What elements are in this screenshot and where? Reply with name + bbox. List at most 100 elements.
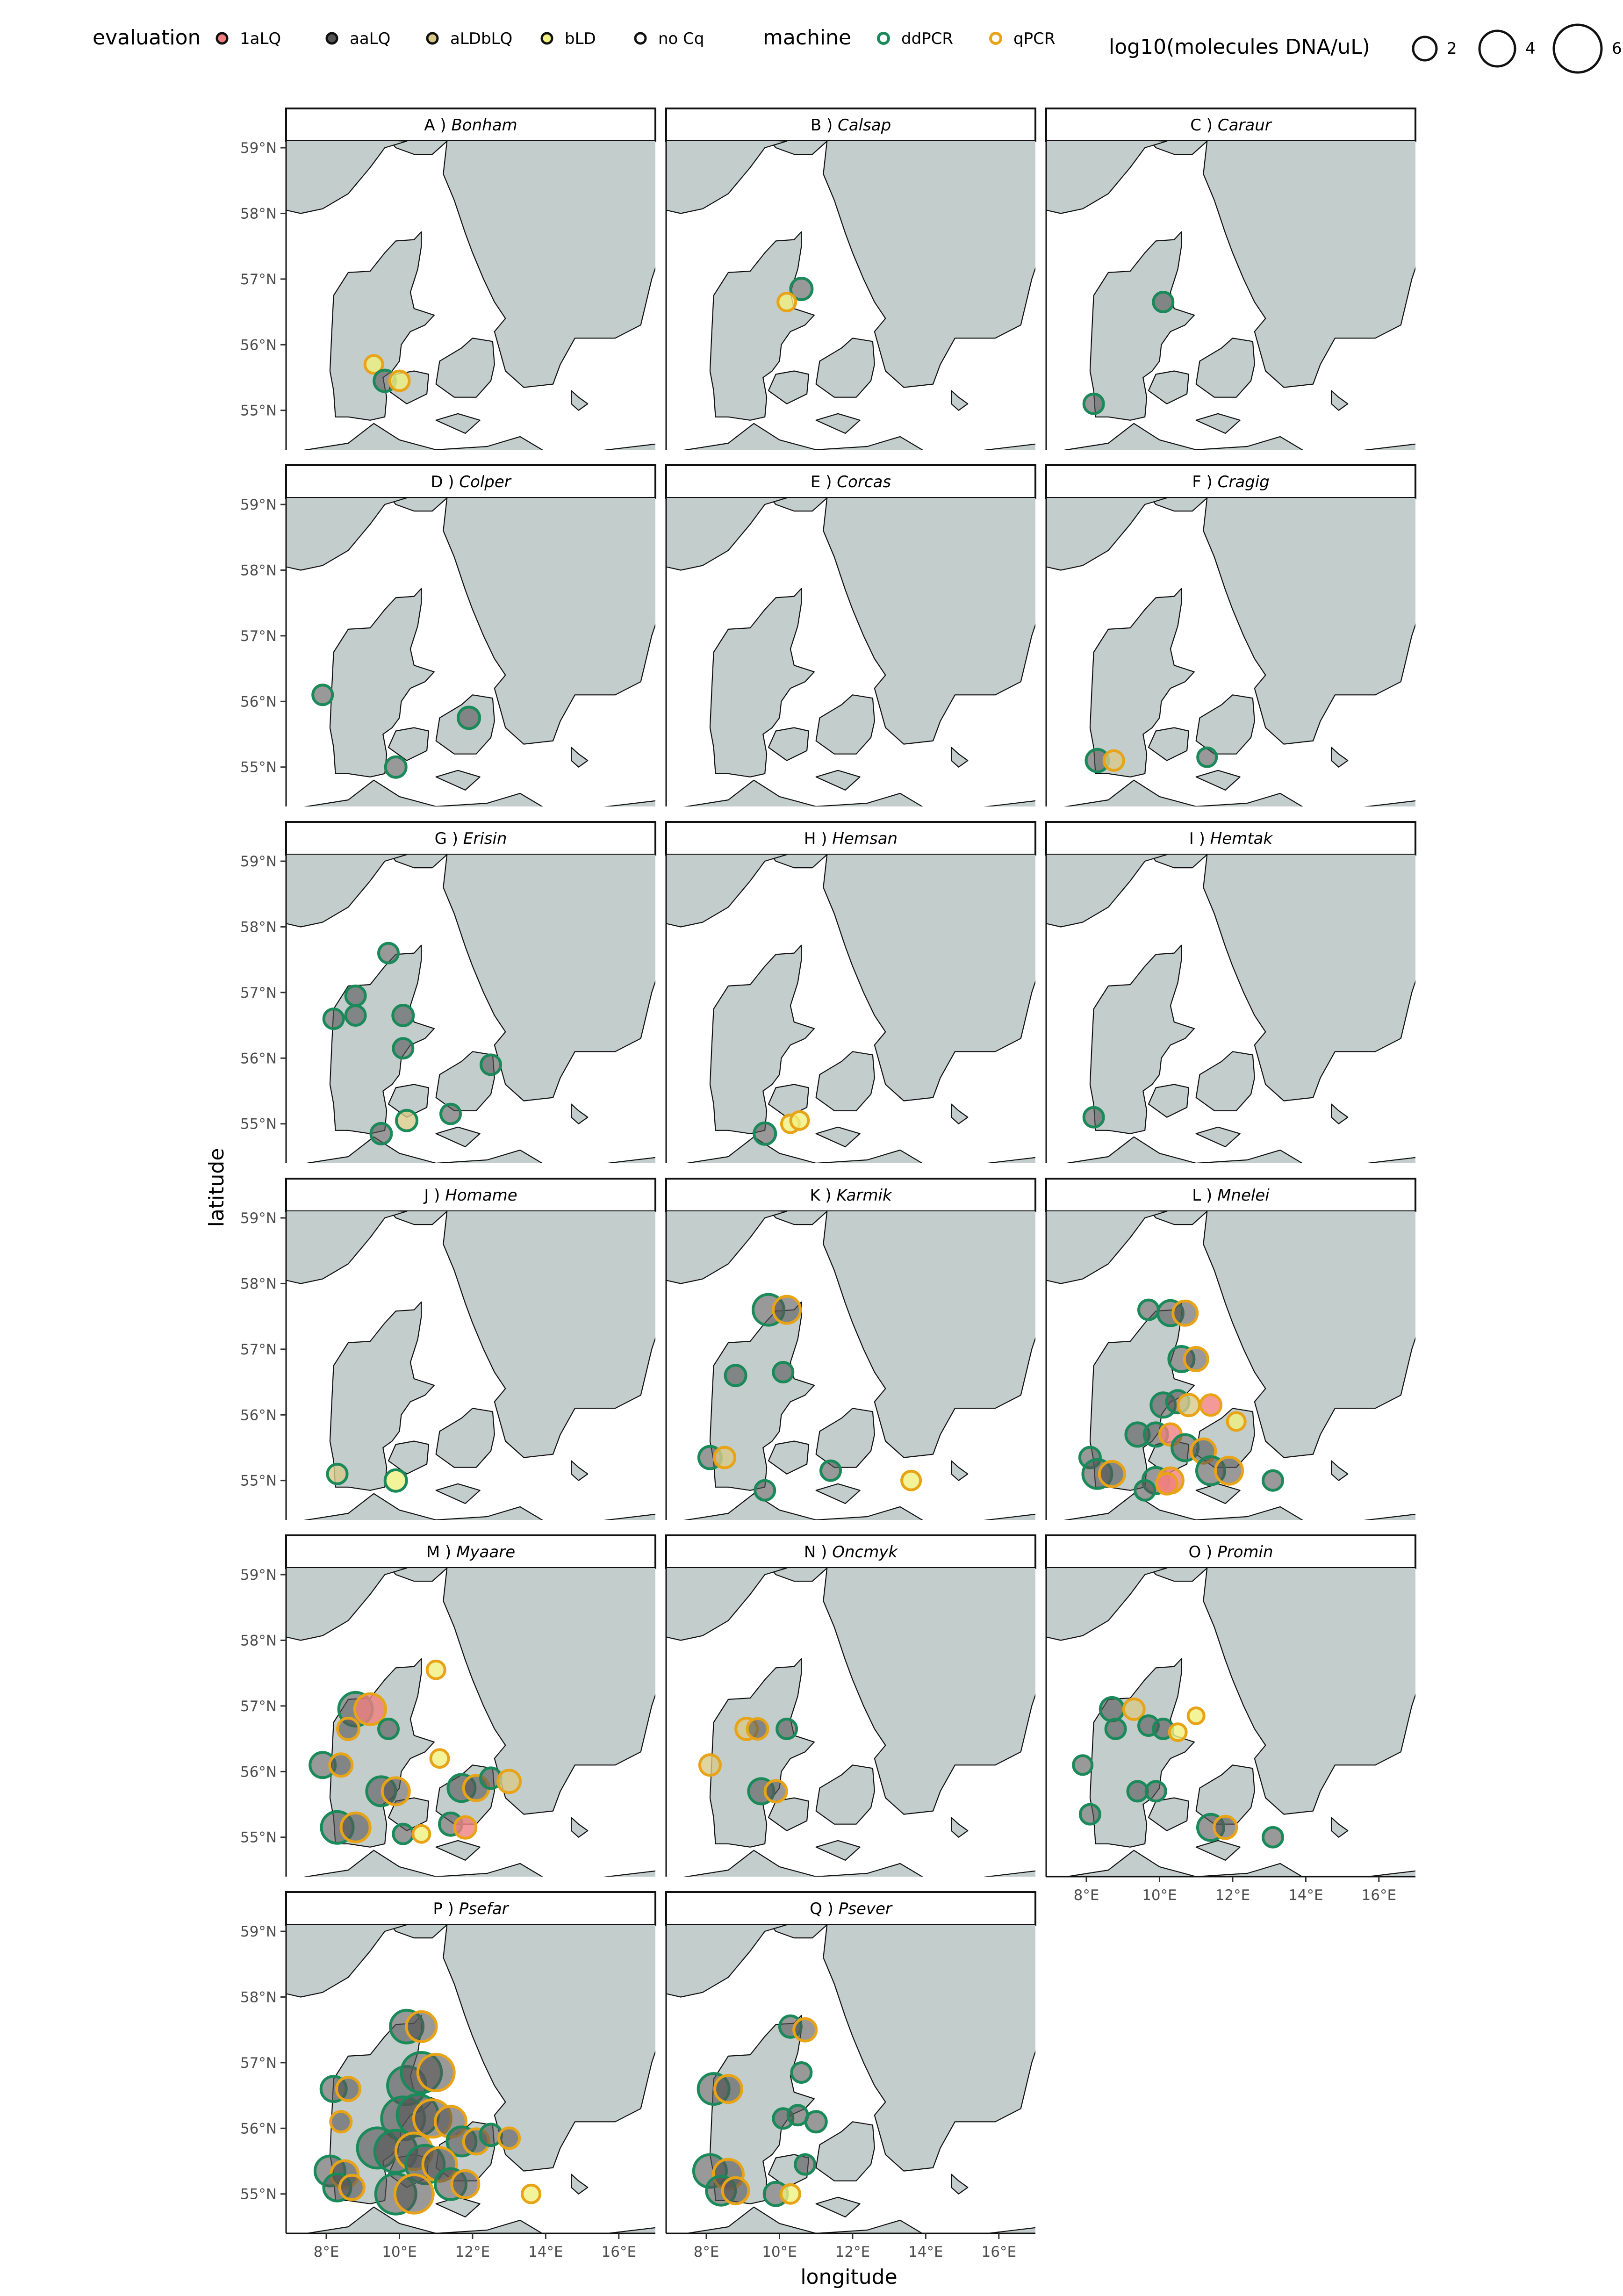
land-sweden [389, 1211, 655, 1458]
land-germany [1063, 1850, 1415, 1877]
land-bornholm [571, 1817, 589, 1838]
sample-point-qpcr [388, 369, 411, 392]
y-tick-label: 55°N [240, 403, 277, 419]
x-tick-label: 16°E [602, 2244, 637, 2260]
land-lolland [815, 413, 861, 434]
facet-bonham: A ) Bonham 55°N 56°N 57°N 58°N 59°N [240, 108, 656, 450]
land-germany [303, 1850, 655, 1877]
land-germany [683, 1136, 1035, 1163]
land-sweden [769, 1211, 1035, 1458]
x-tick-label: 10°E [762, 2244, 797, 2260]
y-tick-label: 56°N [240, 1763, 277, 1780]
map-panel [286, 498, 655, 806]
land-bornholm [571, 1103, 589, 1124]
y-tick-label: 56°N [240, 2120, 277, 2137]
sample-point-ddpcr [344, 984, 367, 1007]
sample-point-qpcr [1171, 1299, 1199, 1327]
sample-point-ddpcr [383, 1468, 408, 1493]
y-tick-label: 57°N [240, 628, 277, 645]
land-sweden [389, 855, 655, 1101]
land-norway [286, 855, 408, 928]
sample-point-ddpcr [384, 755, 408, 779]
land-funen [1148, 1084, 1190, 1118]
y-tick-label: 57°N [240, 271, 277, 288]
sample-point-ddpcr [1078, 1803, 1101, 1826]
facet-species: Hemtak [1210, 829, 1273, 848]
x-tick-label: 12°E [455, 2244, 490, 2260]
sample-point-ddpcr [439, 1102, 462, 1125]
facet-title: M ) Myaare [426, 1543, 515, 1562]
land-norway [666, 1211, 788, 1284]
land-germany [303, 1136, 655, 1163]
land-zealand [815, 338, 875, 398]
land-funen [768, 370, 810, 404]
land-jutland [1089, 944, 1195, 1134]
land-germany [1063, 423, 1415, 450]
land-bornholm [951, 747, 969, 768]
facet-mnelei: L ) Mnelei [1045, 1178, 1416, 1520]
x-tick-label: 8°E [1074, 1887, 1099, 1904]
land-zealand [815, 1764, 875, 1825]
land-funen [1148, 370, 1190, 404]
sample-point-qpcr [416, 2053, 456, 2092]
legend-swatch [325, 32, 338, 45]
facet-species: Mnelei [1217, 1186, 1270, 1205]
land-norway [1046, 498, 1168, 571]
sample-point-ddpcr [1144, 1780, 1167, 1803]
sample-point-qpcr [497, 2126, 521, 2150]
land-sweden [1149, 141, 1415, 388]
sample-point-ddpcr [344, 1004, 367, 1027]
sample-point-ddpcr [1104, 1718, 1127, 1740]
legend-label: ddPCR [901, 29, 953, 48]
map-panel [1046, 498, 1415, 806]
sample-point-qpcr [1183, 1346, 1209, 1372]
sample-point-qpcr [429, 1748, 450, 1769]
land-norway [666, 1568, 788, 1641]
map-panel [286, 855, 655, 1163]
facet-title: G ) Erisin [435, 829, 507, 848]
land-lolland [1195, 1840, 1241, 1861]
legend-key-no-cq: no Cq [634, 29, 704, 48]
y-tick-label: 58°N [240, 1632, 277, 1649]
facet-species: Colper [459, 473, 511, 491]
legend-evaluation-title: evaluation [93, 26, 201, 50]
legend-swatch [426, 32, 439, 45]
y-tick-label: 58°N [240, 919, 277, 936]
map-panel [1046, 1211, 1415, 1520]
land-lolland [815, 1126, 861, 1147]
map-panel [666, 1925, 1035, 2233]
legend-swatch [877, 32, 890, 45]
facet-title: C ) Caraur [1190, 116, 1272, 135]
land-jutland [329, 588, 435, 777]
land-zealand [1195, 1051, 1255, 1111]
facet-title: Q ) Psever [810, 1900, 893, 1918]
land-bornholm [571, 2174, 589, 2195]
legend-size-items: 2 4 6 [1412, 23, 1622, 74]
y-tick-label: 58°N [240, 1989, 277, 2006]
land-germany [303, 1493, 655, 1520]
x-tick-label: 8°E [314, 2244, 339, 2260]
land-zealand [815, 2121, 875, 2181]
facet-title: B ) Calsap [811, 116, 891, 135]
sample-point-ddpcr [794, 2153, 817, 2176]
legend-label: no Cq [658, 29, 704, 48]
sample-point-qpcr [1122, 1697, 1146, 1721]
legend-key-aldblq: aLDbLQ [426, 29, 512, 48]
facet-cragig: F ) Cragig [1045, 464, 1416, 806]
sample-point-ddpcr [1134, 1479, 1156, 1502]
sample-point-qpcr [1102, 749, 1125, 772]
sample-point-ddpcr [789, 277, 814, 301]
x-tick-label: 12°E [1215, 1887, 1250, 1904]
land-germany [1063, 779, 1415, 806]
y-tick-label: 57°N [240, 985, 277, 1001]
facet-species: Homame [445, 1186, 517, 1205]
land-sweden [769, 1925, 1035, 2172]
land-bornholm [1331, 747, 1349, 768]
legend-size-label: 6 [1612, 39, 1622, 58]
facet-strip [665, 108, 1036, 142]
facet-letter: A ) [424, 116, 451, 135]
facet-letter: Q ) [810, 1900, 839, 1918]
sample-point-ddpcr [377, 1718, 400, 1740]
x-tick-label: 14°E [908, 2244, 943, 2260]
